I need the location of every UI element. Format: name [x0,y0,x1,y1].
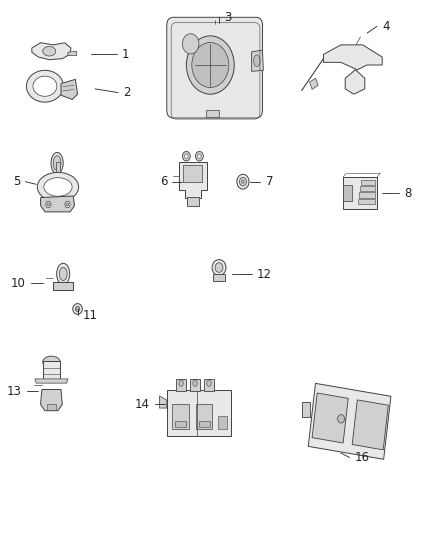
Ellipse shape [195,151,203,161]
Text: 13: 13 [7,385,21,398]
Ellipse shape [186,36,234,94]
Ellipse shape [51,152,63,174]
Ellipse shape [183,34,199,54]
Polygon shape [61,79,78,100]
Text: 7: 7 [265,175,273,188]
Bar [361,180,375,185]
Polygon shape [323,45,382,94]
FancyBboxPatch shape [167,17,262,118]
Polygon shape [310,78,318,90]
Bar [343,185,352,201]
Bar [196,404,212,429]
Bar [43,361,60,380]
Bar [47,405,56,410]
Bar [173,404,189,429]
Bar [184,165,202,182]
Bar [175,421,186,426]
Ellipse shape [77,308,78,310]
Ellipse shape [212,260,226,276]
Bar [359,192,375,198]
Ellipse shape [179,380,184,386]
Text: 14: 14 [134,398,149,411]
Ellipse shape [59,267,67,280]
Bar [360,186,375,191]
Ellipse shape [37,172,79,201]
Ellipse shape [65,201,70,208]
Circle shape [338,415,345,423]
Ellipse shape [215,263,223,272]
Bar [343,177,377,209]
Text: 5: 5 [13,175,20,188]
FancyBboxPatch shape [302,402,310,417]
Ellipse shape [33,76,57,96]
Polygon shape [41,390,62,411]
Ellipse shape [43,356,60,368]
Polygon shape [159,396,167,408]
Bar [198,421,210,426]
Polygon shape [68,51,77,55]
Ellipse shape [26,70,64,102]
Bar [190,379,200,391]
Ellipse shape [67,203,69,206]
Ellipse shape [254,55,260,67]
Ellipse shape [193,380,197,386]
Ellipse shape [75,306,80,312]
Ellipse shape [47,203,49,206]
Ellipse shape [240,177,247,186]
Polygon shape [308,383,391,459]
Text: 2: 2 [123,86,131,99]
Ellipse shape [53,156,61,171]
Polygon shape [252,50,263,71]
Polygon shape [206,110,219,117]
Text: 11: 11 [83,309,98,322]
Polygon shape [179,161,207,198]
Bar [167,390,231,436]
Ellipse shape [237,174,249,189]
Ellipse shape [185,154,188,158]
Text: 4: 4 [382,20,390,33]
Ellipse shape [43,46,56,56]
Text: 6: 6 [160,175,167,188]
Bar [56,162,60,174]
Text: 16: 16 [355,451,370,464]
Ellipse shape [192,43,229,87]
Text: 1: 1 [122,48,130,61]
Ellipse shape [198,154,201,158]
Polygon shape [213,274,225,281]
Polygon shape [53,282,73,290]
Ellipse shape [57,263,70,285]
Text: 12: 12 [257,268,272,281]
Bar [358,199,375,204]
Ellipse shape [46,201,51,208]
Ellipse shape [183,151,190,161]
Polygon shape [352,400,389,450]
Ellipse shape [207,380,211,386]
Bar [204,379,214,391]
Polygon shape [41,196,74,212]
Bar [176,379,186,391]
Ellipse shape [73,304,82,314]
Ellipse shape [44,177,72,196]
Text: 10: 10 [11,277,26,290]
Polygon shape [32,43,71,60]
Bar [218,416,227,429]
Bar [187,197,199,206]
Text: 8: 8 [404,187,411,200]
Text: 3: 3 [224,11,232,24]
Ellipse shape [242,180,244,183]
Polygon shape [35,379,68,383]
Polygon shape [312,393,348,443]
